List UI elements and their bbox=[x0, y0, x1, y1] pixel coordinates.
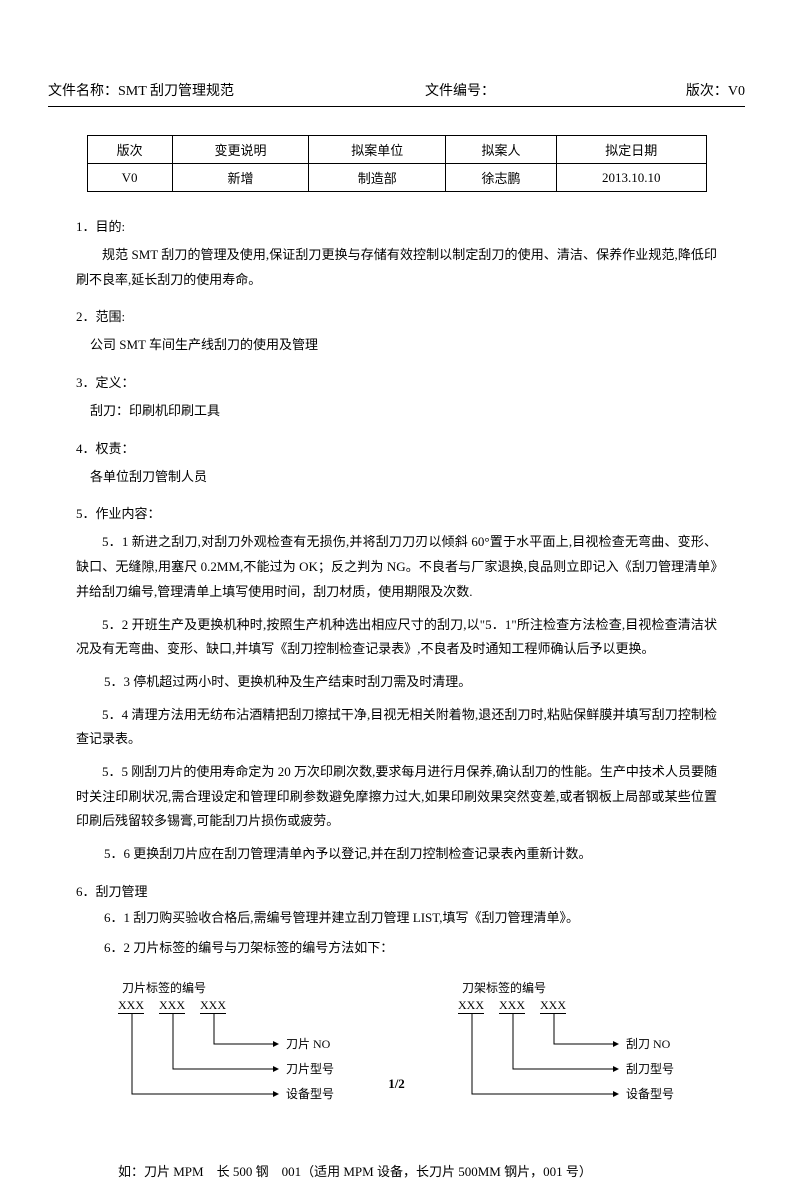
code-3: XXX bbox=[200, 998, 226, 1014]
cell-date: 2013.10.10 bbox=[556, 164, 706, 192]
label-1: 刀片 NO bbox=[286, 1037, 331, 1051]
section-5-1: 5．1 新进之刮刀,对刮刀外观检查有无损伤,并将刮刀刀刃以倾斜 60°置于水平面… bbox=[76, 530, 717, 604]
col-rev: 版次 bbox=[87, 136, 172, 164]
code-3: XXX bbox=[540, 998, 566, 1014]
label-1: 刮刀 NO bbox=[626, 1037, 671, 1051]
cell-dept: 制造部 bbox=[309, 164, 446, 192]
doc-number: 文件编号： bbox=[425, 80, 495, 100]
doc-name-label: 文件名称： bbox=[48, 84, 118, 99]
code-2: XXX bbox=[499, 998, 525, 1014]
table-row: 版次 变更说明 拟案单位 拟案人 拟定日期 bbox=[87, 136, 706, 164]
revision-table: 版次 变更说明 拟案单位 拟案人 拟定日期 V0 新增 制造部 徐志鹏 2013… bbox=[87, 135, 707, 192]
label-2: 刮刀型号 bbox=[626, 1062, 674, 1076]
code-2: XXX bbox=[159, 998, 185, 1014]
section-6-title: 6．刮刀管理 bbox=[76, 881, 745, 900]
col-author: 拟案人 bbox=[446, 136, 557, 164]
section-5-6: 5．6 更换刮刀片应在刮刀管理清单內予以登记,并在刮刀控制检查记录表內重新计数。 bbox=[104, 842, 745, 867]
diagram-title-right: 刀架标签的编号 bbox=[458, 979, 718, 996]
doc-name: 文件名称：SMT 刮刀管理规范 bbox=[48, 80, 234, 100]
doc-no-label: 文件编号： bbox=[425, 84, 495, 99]
section-4-body: 各单位刮刀管制人员 bbox=[90, 465, 745, 490]
doc-header: 文件名称：SMT 刮刀管理规范 文件编号： 版次：V0 bbox=[48, 80, 745, 107]
code-row-left: XXX XXX XXX bbox=[118, 998, 378, 1014]
section-2-body: 公司 SMT 车间生产线刮刀的使用及管理 bbox=[90, 333, 745, 358]
code-row-right: XXX XXX XXX bbox=[458, 998, 718, 1014]
label-diagrams: 刀片标签的编号 XXX XXX XXX 刀片 NO 刀片型号 设备型号 刀架标签… bbox=[118, 979, 745, 1139]
section-5-3: 5．3 停机超过两小时、更换机种及生产结束时刮刀需及时清理。 bbox=[104, 670, 745, 695]
section-1-title: 1．目的: bbox=[76, 216, 745, 235]
label-2: 刀片型号 bbox=[286, 1062, 334, 1076]
rev-value: V0 bbox=[728, 84, 745, 99]
cell-rev: V0 bbox=[87, 164, 172, 192]
doc-name-value: SMT 刮刀管理规范 bbox=[118, 84, 234, 99]
example-note: 如：刀片 MPM 长 500 钢 001（适用 MPM 设备，长刀片 500MM… bbox=[118, 1161, 745, 1180]
blade-label-diagram: 刀片标签的编号 XXX XXX XXX 刀片 NO 刀片型号 设备型号 bbox=[118, 979, 378, 1139]
bracket-svg-right: 刮刀 NO 刮刀型号 设备型号 bbox=[458, 1014, 718, 1134]
cell-author: 徐志鹏 bbox=[446, 164, 557, 192]
col-dept: 拟案单位 bbox=[309, 136, 446, 164]
section-3-title: 3．定义： bbox=[76, 372, 745, 391]
section-3-body: 刮刀：印刷机印刷工具 bbox=[90, 399, 745, 424]
rev-label: 版次： bbox=[686, 84, 728, 99]
col-date: 拟定日期 bbox=[556, 136, 706, 164]
section-2-title: 2．范围: bbox=[76, 306, 745, 325]
section-5-title: 5．作业内容： bbox=[76, 503, 745, 522]
page-number: 1/2 bbox=[0, 1076, 793, 1092]
section-4-title: 4．权责： bbox=[76, 438, 745, 457]
section-6-2: 6．2 刀片标签的编号与刀架标签的编号方法如下： bbox=[104, 936, 745, 961]
section-5-4: 5．4 清理方法用无纺布沾酒精把刮刀擦拭干净,目视无相关附着物,退还刮刀时,粘贴… bbox=[76, 703, 717, 752]
section-6-1: 6．1 刮刀购买验收合格后,需编号管理并建立刮刀管理 LIST,填写《刮刀管理清… bbox=[104, 906, 745, 931]
table-row: V0 新增 制造部 徐志鹏 2013.10.10 bbox=[87, 164, 706, 192]
code-1: XXX bbox=[118, 998, 144, 1014]
holder-label-diagram: 刀架标签的编号 XXX XXX XXX 刮刀 NO 刮刀型号 设备型号 bbox=[458, 979, 718, 1139]
section-5-2: 5．2 开班生产及更换机种时,按照生产机种选出相应尺寸的刮刀,以"5．1"所注检… bbox=[76, 613, 717, 662]
bracket-svg-left: 刀片 NO 刀片型号 设备型号 bbox=[118, 1014, 378, 1134]
code-1: XXX bbox=[458, 998, 484, 1014]
section-1-body: 规范 SMT 刮刀的管理及使用,保证刮刀更换与存储有效控制以制定刮刀的使用、清洁… bbox=[76, 243, 717, 292]
section-5-5: 5．5 刚刮刀片的使用寿命定为 20 万次印刷次数,要求每月进行月保养,确认刮刀… bbox=[76, 760, 717, 834]
col-change: 变更说明 bbox=[172, 136, 309, 164]
diagram-title-left: 刀片标签的编号 bbox=[118, 979, 378, 996]
doc-rev: 版次：V0 bbox=[686, 80, 745, 100]
cell-change: 新增 bbox=[172, 164, 309, 192]
